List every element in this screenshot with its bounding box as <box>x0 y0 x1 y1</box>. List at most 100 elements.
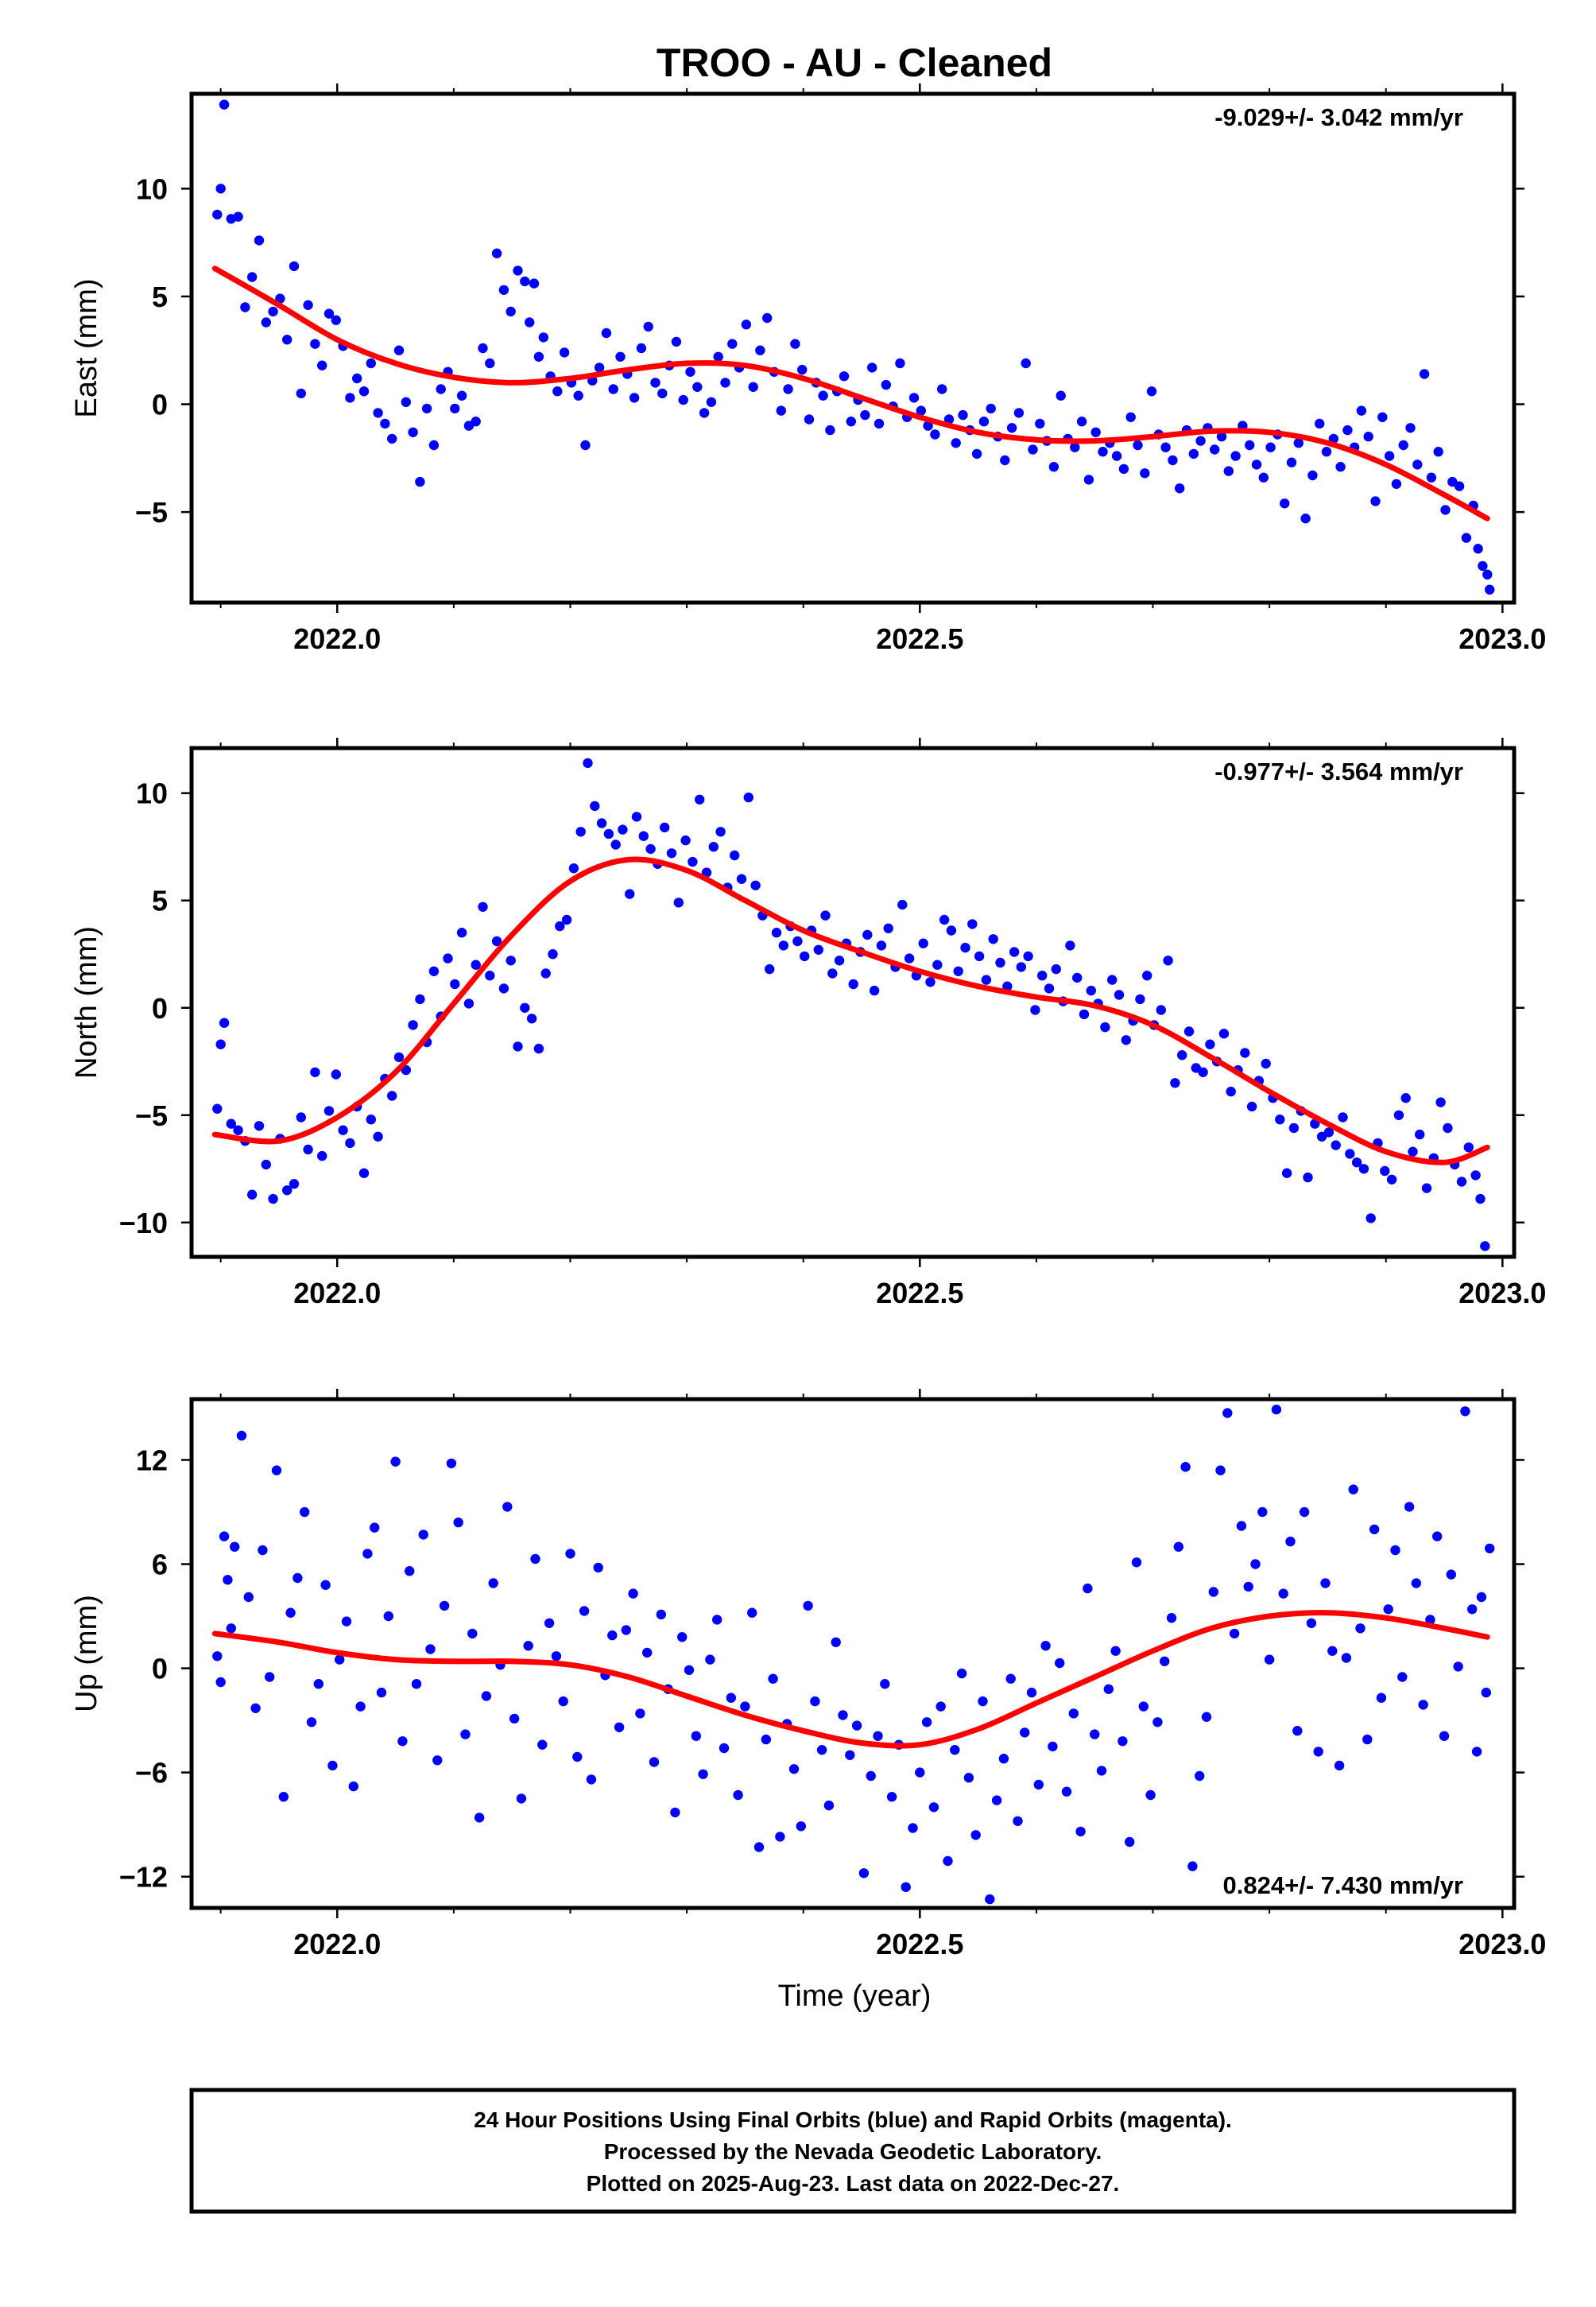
data-point <box>820 910 831 921</box>
data-point <box>498 285 509 295</box>
data-point <box>538 332 548 343</box>
data-point <box>827 968 838 979</box>
x-tick-label: 2023.0 <box>1458 1928 1546 1960</box>
data-point <box>881 379 892 390</box>
data-point <box>1411 1578 1422 1588</box>
data-point <box>874 418 885 429</box>
data-point <box>986 403 996 414</box>
data-point <box>533 351 544 362</box>
data-point <box>895 358 905 369</box>
data-point <box>1166 1613 1177 1623</box>
data-point <box>673 898 684 908</box>
data-point <box>1090 1729 1100 1739</box>
data-point <box>916 405 927 416</box>
data-point <box>1257 1506 1268 1518</box>
data-point <box>296 388 306 399</box>
y-tick-label: 12 <box>136 1444 168 1476</box>
data-point <box>656 1609 666 1620</box>
data-point <box>1222 1408 1233 1418</box>
data-point <box>215 1677 226 1688</box>
data-point <box>1377 412 1388 422</box>
data-point <box>621 1625 631 1635</box>
y-tick-label: 10 <box>136 173 168 205</box>
data-point <box>1271 1404 1282 1415</box>
data-point <box>1323 1127 1335 1138</box>
data-point <box>946 925 957 936</box>
data-point <box>748 382 758 392</box>
data-point <box>736 874 747 884</box>
y-tick-label: 10 <box>136 777 168 810</box>
data-point <box>1456 1177 1467 1187</box>
data-point <box>443 953 453 964</box>
data-point <box>708 842 719 852</box>
data-point <box>1175 483 1185 494</box>
data-point <box>1098 447 1108 457</box>
data-point <box>1321 447 1332 457</box>
data-point <box>937 384 947 394</box>
data-point <box>1460 1406 1470 1417</box>
north-plot-frame <box>189 746 1517 1259</box>
data-point <box>839 371 850 382</box>
data-point <box>971 448 982 459</box>
data-point <box>1280 498 1290 509</box>
data-point <box>1261 1058 1271 1069</box>
data-point <box>918 938 928 948</box>
y-tick-label: 0 <box>152 1653 168 1685</box>
data-point <box>904 953 915 964</box>
data-point <box>1412 459 1423 470</box>
data-point <box>261 317 271 328</box>
data-point <box>991 1795 1002 1805</box>
data-point <box>719 1743 730 1754</box>
data-point <box>988 934 998 944</box>
data-point <box>775 1832 785 1842</box>
data-point <box>601 328 612 339</box>
data-point <box>1278 1588 1288 1599</box>
data-point <box>425 1644 436 1654</box>
y-tick-label: −12 <box>119 1861 168 1894</box>
data-point <box>1485 584 1495 595</box>
data-point <box>1480 1241 1490 1251</box>
data-point <box>753 1842 765 1852</box>
data-point <box>1250 1559 1261 1569</box>
data-point <box>261 1159 271 1170</box>
data-point <box>303 1144 313 1155</box>
data-point <box>320 1580 331 1590</box>
data-point <box>635 1708 645 1719</box>
data-point <box>747 1607 757 1618</box>
data-point <box>323 308 335 319</box>
data-point <box>1030 1005 1040 1015</box>
data-point <box>1076 417 1087 427</box>
data-point <box>1023 951 1033 962</box>
data-point <box>513 266 523 276</box>
data-point <box>1348 1484 1358 1495</box>
data-point <box>575 827 586 837</box>
data-point <box>1370 496 1381 506</box>
data-point <box>943 414 955 425</box>
data-point <box>1055 1658 1065 1669</box>
data-point <box>761 1734 771 1745</box>
data-point <box>509 1713 520 1724</box>
data-point <box>1068 1708 1079 1719</box>
data-point <box>338 1125 348 1135</box>
y-tick-label: 5 <box>152 885 168 917</box>
data-point <box>825 425 835 436</box>
data-point <box>306 1717 317 1727</box>
data-point <box>355 1701 366 1712</box>
data-point <box>226 1623 236 1634</box>
data-point <box>818 390 828 401</box>
data-point <box>380 418 390 429</box>
data-point <box>876 940 887 951</box>
data-point <box>453 1517 463 1528</box>
data-point <box>1083 1583 1093 1594</box>
data-point <box>1398 440 1408 451</box>
data-point <box>643 321 653 332</box>
y-tick-label: −6 <box>135 1757 168 1789</box>
data-point <box>1358 1164 1369 1174</box>
data-point <box>858 1868 870 1879</box>
data-point <box>1391 479 1402 489</box>
data-point <box>478 343 488 354</box>
data-point <box>1475 1193 1486 1204</box>
data-point <box>1079 1009 1090 1020</box>
data-point <box>1086 985 1097 996</box>
data-point <box>1482 569 1493 580</box>
